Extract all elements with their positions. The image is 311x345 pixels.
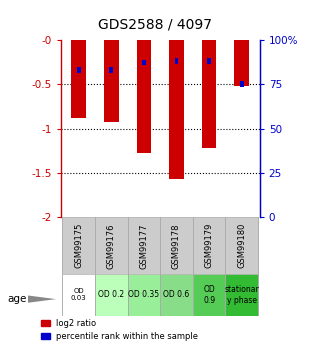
Bar — [62, 217, 95, 274]
Text: OD
0.9: OD 0.9 — [203, 285, 215, 305]
Bar — [142, 60, 146, 66]
Bar — [137, 40, 151, 154]
Bar — [160, 217, 193, 274]
Text: age: age — [8, 294, 27, 304]
Polygon shape — [28, 295, 56, 303]
Legend: log2 ratio, percentile rank within the sample: log2 ratio, percentile rank within the s… — [41, 319, 198, 341]
Bar — [207, 58, 211, 64]
Text: stationar
y phase: stationar y phase — [224, 285, 259, 305]
Text: OD 0.6: OD 0.6 — [163, 290, 190, 299]
Bar — [169, 40, 184, 179]
Bar — [128, 274, 160, 316]
Bar — [109, 67, 113, 72]
Bar — [128, 217, 160, 274]
Text: GSM99180: GSM99180 — [237, 223, 246, 268]
Bar — [77, 67, 81, 72]
Bar — [104, 40, 118, 122]
Bar — [95, 274, 128, 316]
Text: OD 0.2: OD 0.2 — [98, 290, 124, 299]
Bar — [95, 217, 128, 274]
Bar — [202, 40, 216, 148]
Text: OD 0.35: OD 0.35 — [128, 290, 160, 299]
Bar — [240, 81, 244, 87]
Text: GSM99179: GSM99179 — [205, 223, 214, 268]
Text: GSM99175: GSM99175 — [74, 223, 83, 268]
Text: GSM99178: GSM99178 — [172, 223, 181, 268]
Bar — [225, 274, 258, 316]
Text: GDS2588 / 4097: GDS2588 / 4097 — [99, 18, 212, 32]
Bar — [234, 40, 249, 86]
Bar — [62, 274, 95, 316]
Text: GSM99177: GSM99177 — [139, 223, 148, 268]
Bar — [193, 274, 225, 316]
Bar — [71, 40, 86, 118]
Bar — [225, 217, 258, 274]
Text: GSM99176: GSM99176 — [107, 223, 116, 268]
Bar — [193, 217, 225, 274]
Bar — [174, 58, 179, 64]
Bar — [160, 274, 193, 316]
Text: OD
0.03: OD 0.03 — [71, 288, 86, 302]
